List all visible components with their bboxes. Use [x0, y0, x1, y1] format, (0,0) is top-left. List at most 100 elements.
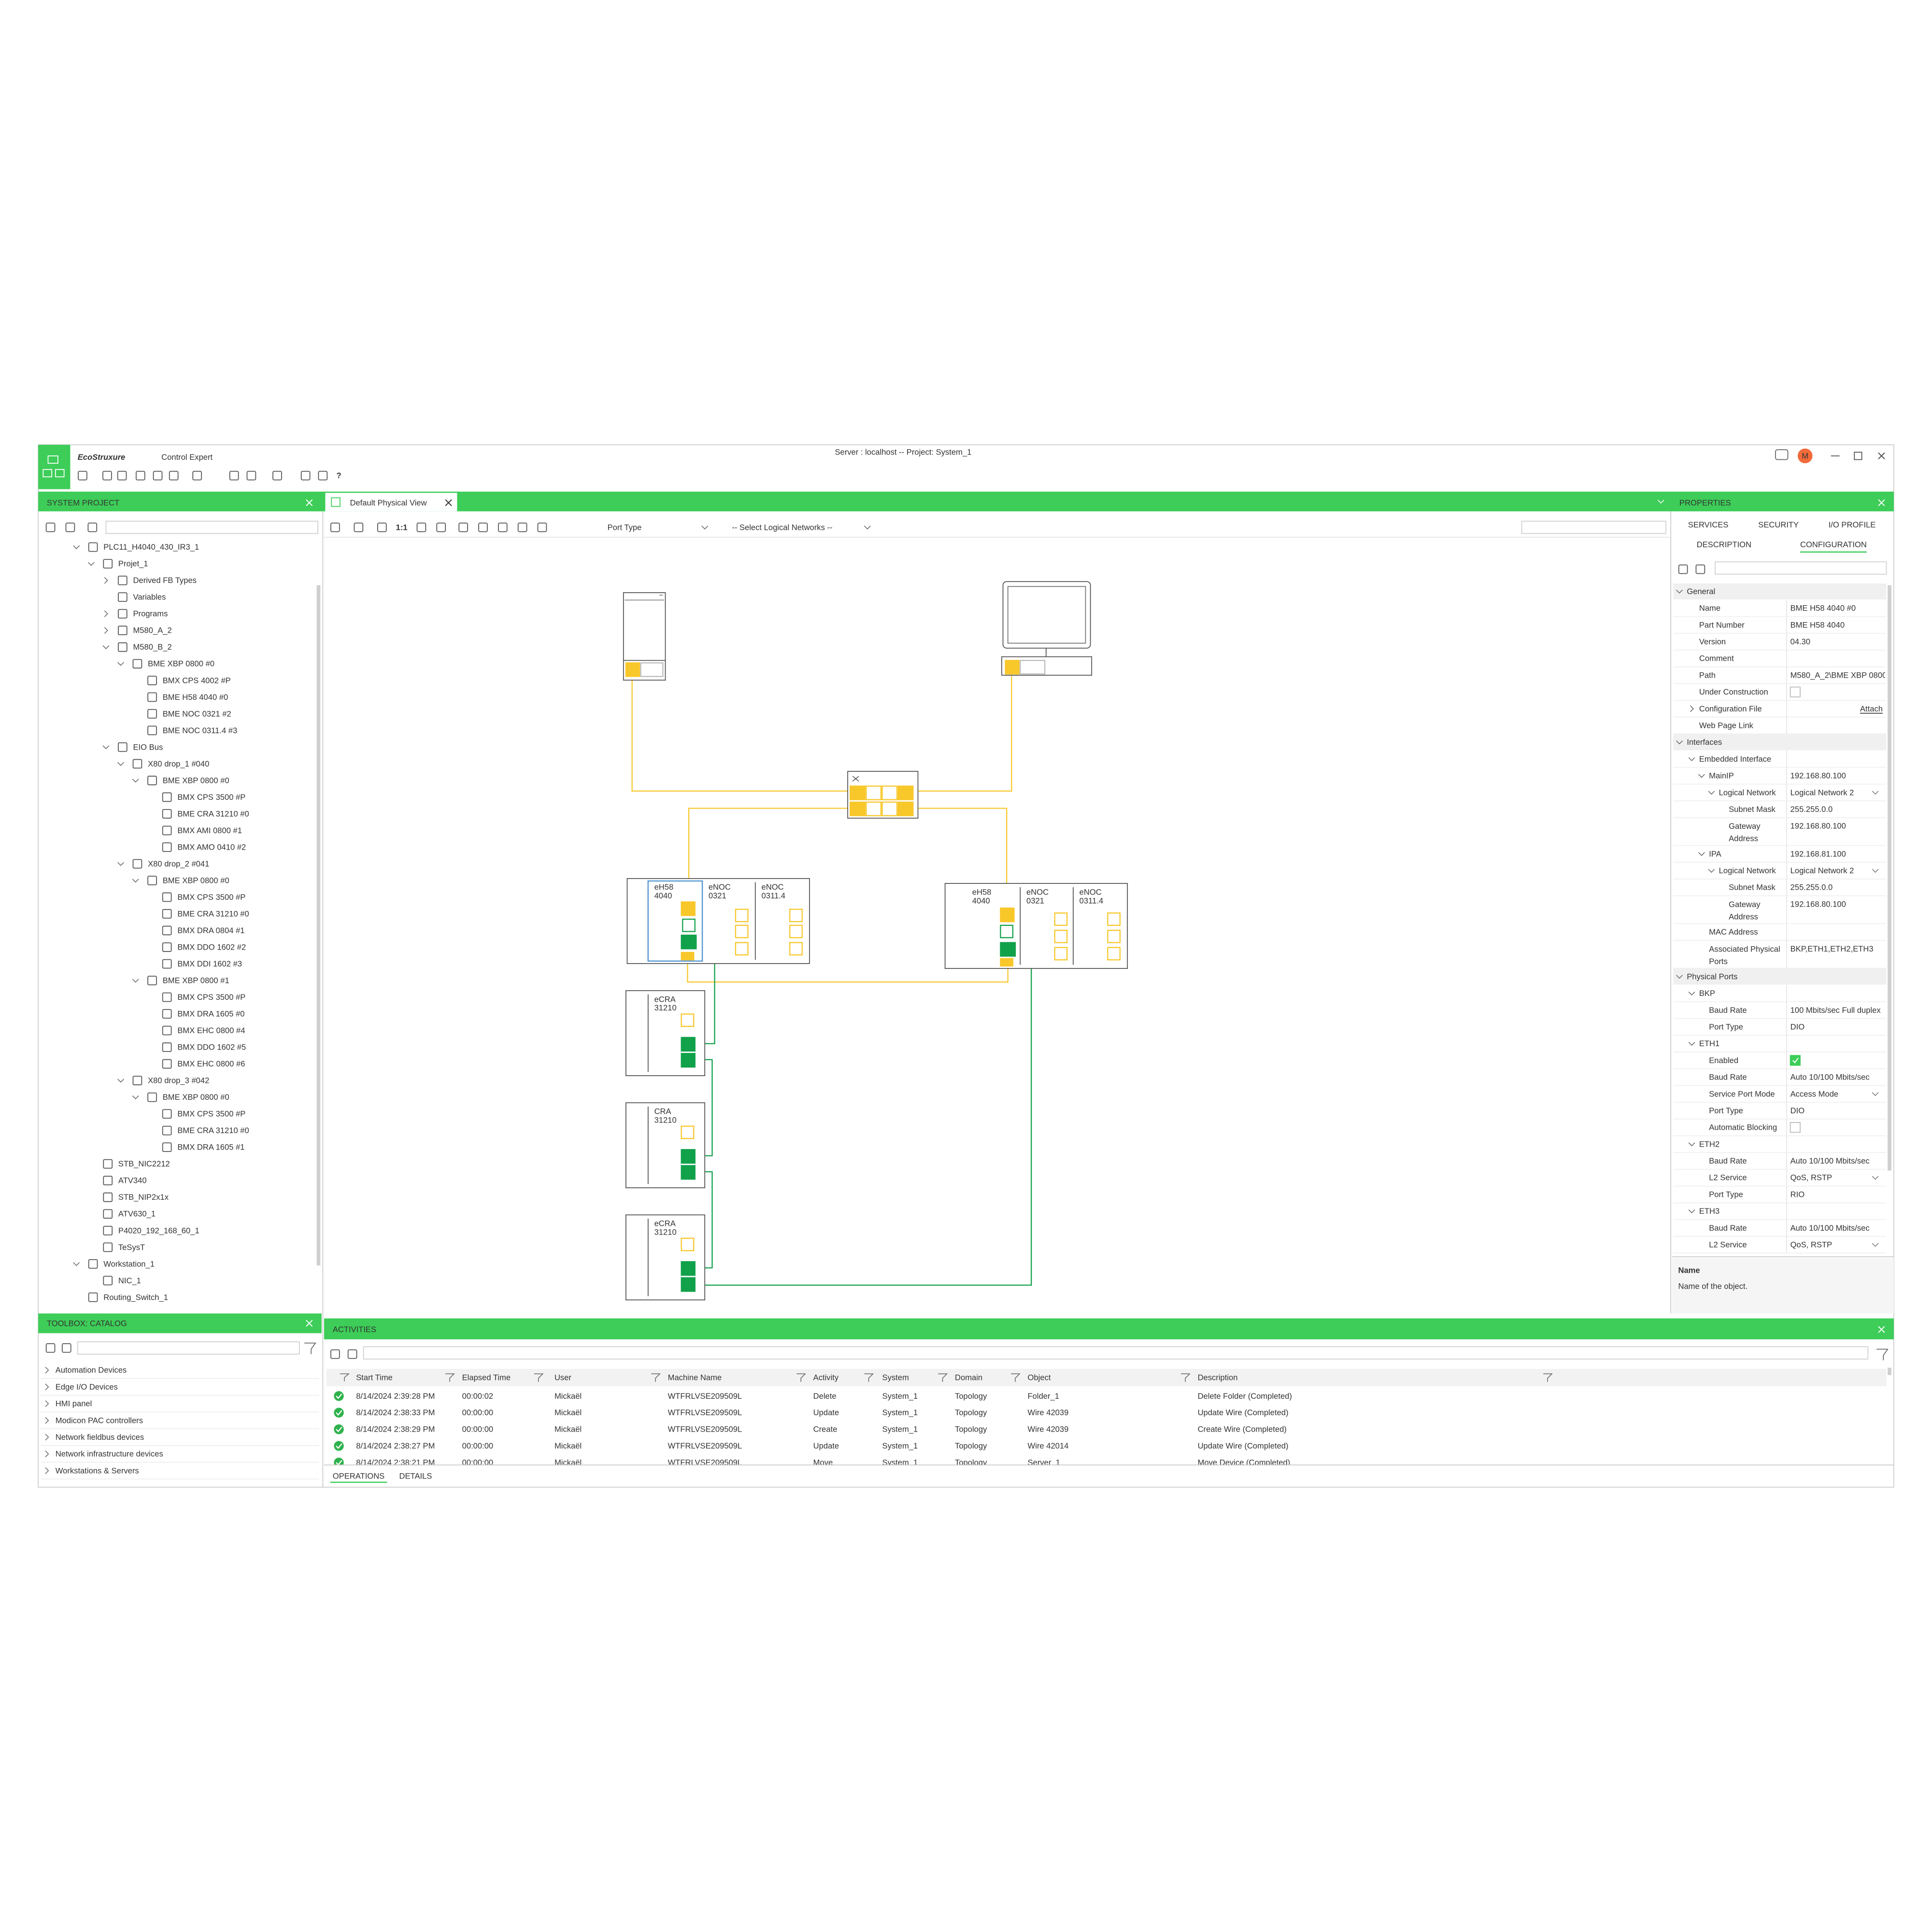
property-value[interactable]: Logical Network 2	[1790, 866, 1854, 875]
tool-icon	[229, 470, 239, 481]
tree-item[interactable]: TeSysT	[118, 1243, 145, 1252]
column-header[interactable]: Elapsed Time	[462, 1373, 511, 1382]
tree-item[interactable]: BME NOC 0321 #2	[163, 709, 231, 718]
tree-item[interactable]: STB_NIP2x1x	[118, 1193, 169, 1202]
tree-item[interactable]: BME XBP 0800 #0	[148, 659, 214, 668]
tree-item[interactable]: P4020_192_168_60_1	[118, 1226, 199, 1235]
property-value[interactable]: Access Mode	[1790, 1089, 1839, 1098]
tree-item[interactable]: BMX EHC 0800 #4	[177, 1026, 245, 1035]
tree-item[interactable]: BMX CPS 3500 #P	[177, 993, 245, 1002]
properties-tab[interactable]: SECURITY	[1758, 520, 1799, 529]
catalog-item[interactable]: Network fieldbus devices	[56, 1433, 144, 1442]
tree-item[interactable]: BMX CPS 4002 #P	[163, 676, 231, 685]
view-tab-label[interactable]: Default Physical View	[350, 498, 427, 507]
checkbox	[1790, 1055, 1801, 1066]
catalog-item[interactable]: Automation Devices	[56, 1365, 127, 1375]
device-label: eH58	[654, 882, 674, 892]
tree-item[interactable]: ATV340	[118, 1176, 147, 1185]
tree-item[interactable]: BMX CPS 3500 #P	[177, 793, 245, 802]
tree-item[interactable]: BME CRA 31210 #0	[177, 809, 249, 818]
tree-item[interactable]: NIC_1	[118, 1276, 141, 1285]
tree-item[interactable]: BME NOC 0311.4 #3	[163, 726, 238, 735]
tree-item[interactable]: BMX DRA 0804 #1	[177, 926, 244, 935]
tree-item[interactable]: M580_A_2	[133, 626, 172, 635]
catalog-item[interactable]: Network infrastructure devices	[56, 1449, 163, 1459]
tree-item[interactable]: Programs	[133, 609, 168, 618]
tool-icon	[169, 470, 179, 481]
property-value: 255.255.0.0	[1790, 883, 1833, 892]
logical-networks-dropdown[interactable]: -- Select Logical Networks --	[732, 523, 832, 532]
tab-icon	[331, 497, 341, 507]
device-label: 0321	[709, 891, 726, 900]
property-value[interactable]: QoS, RSTP	[1790, 1173, 1833, 1182]
column-header[interactable]: Start Time	[356, 1373, 393, 1382]
catalog-item[interactable]: Edge I/O Devices	[56, 1382, 118, 1392]
zoom-reset[interactable]: 1:1	[396, 523, 408, 532]
tree-item[interactable]: BMX AMI 0800 #1	[177, 826, 242, 835]
port-type-dropdown[interactable]: Port Type	[608, 523, 642, 532]
bottom-tab[interactable]: OPERATIONS	[333, 1472, 384, 1481]
bottom-tab[interactable]: DETAILS	[399, 1472, 432, 1481]
tree-icon	[147, 976, 157, 985]
properties-tab[interactable]: I/O PROFILE	[1829, 520, 1876, 529]
tree-item[interactable]: X80 drop_3 #042	[148, 1076, 209, 1085]
attach-link[interactable]: Attach	[1860, 704, 1883, 713]
column-header[interactable]: Activity	[813, 1373, 839, 1382]
tree-item[interactable]: BME CRA 31210 #0	[177, 1126, 249, 1135]
tree-item[interactable]: BME XBP 0800 #1	[163, 976, 229, 985]
properties-tab[interactable]: CONFIGURATION	[1800, 540, 1867, 549]
catalog-item[interactable]: Workstations & Servers	[56, 1466, 139, 1475]
column-header[interactable]: System	[882, 1373, 909, 1382]
column-header[interactable]: Description	[1198, 1373, 1238, 1382]
help-button[interactable]: ?	[336, 471, 341, 480]
table-cell: 8/14/2024 2:38:33 PM	[356, 1408, 435, 1417]
catalog-item[interactable]: HMI panel	[56, 1399, 92, 1408]
tree-item[interactable]: BMX CPS 3500 #P	[177, 1109, 245, 1119]
tree-item[interactable]: PLC11_H4040_430_IR3_1	[103, 542, 199, 552]
tree-item[interactable]: Variables	[133, 593, 166, 602]
tree-item[interactable]: BME XBP 0800 #0	[163, 1093, 229, 1102]
tree-item[interactable]: BMX DRA 1605 #1	[177, 1143, 244, 1152]
property-label: L2 Service	[1709, 1173, 1747, 1182]
column-header[interactable]: Domain	[955, 1373, 982, 1382]
tree-item[interactable]: X80 drop_1 #040	[148, 759, 209, 768]
tool-icon	[272, 470, 282, 481]
tree-item[interactable]: X80 drop_2 #041	[148, 859, 209, 868]
tree-item[interactable]: EIO Bus	[133, 742, 163, 752]
catalog-item[interactable]: Modicon PAC controllers	[56, 1416, 143, 1425]
tree-item[interactable]: BMX DDO 1602 #2	[177, 943, 246, 952]
tree-item[interactable]: BMX DRA 1605 #0	[177, 1009, 244, 1019]
column-header[interactable]: Object	[1028, 1373, 1051, 1382]
tree-item[interactable]: BME CRA 31210 #0	[177, 909, 249, 918]
tree-item[interactable]: BME XBP 0800 #0	[163, 776, 229, 785]
property-label: BKP	[1699, 989, 1715, 998]
tree-item[interactable]: STB_NIC2212	[118, 1159, 170, 1168]
tree-item[interactable]: ATV630_1	[118, 1209, 156, 1219]
tree-item[interactable]: BMX AMO 0410 #2	[177, 842, 246, 852]
tree-item[interactable]: BMX CPS 3500 #P	[177, 893, 245, 902]
tree-item[interactable]: Projet_1	[118, 559, 148, 568]
column-header[interactable]: User	[554, 1373, 571, 1382]
tree-item[interactable]: BME XBP 0800 #0	[163, 876, 229, 885]
property-group: Interfaces	[1687, 738, 1722, 747]
tree-item[interactable]: Derived FB Types	[133, 576, 197, 585]
search-box	[1521, 521, 1666, 534]
tree-item[interactable]: BMX DDI 1602 #3	[177, 959, 242, 968]
table-cell: System_1	[882, 1458, 918, 1467]
column-header[interactable]: Machine Name	[668, 1373, 722, 1382]
property-value[interactable]: Logical Network 2	[1790, 788, 1854, 797]
tree-item[interactable]: BME H58 4040 #0	[163, 693, 228, 702]
property-label: Automatic Blocking	[1709, 1123, 1777, 1132]
chevron-down	[1676, 740, 1683, 745]
tree-item[interactable]: BMX DDO 1602 #5	[177, 1043, 246, 1052]
tree-item[interactable]: M580_B_2	[133, 642, 172, 652]
tree-item[interactable]: BMX EHC 0800 #6	[177, 1059, 245, 1068]
properties-tab[interactable]: SERVICES	[1688, 520, 1729, 529]
tree-item[interactable]: Workstation_1	[103, 1259, 155, 1268]
property-value[interactable]: QoS, RSTP	[1790, 1240, 1833, 1250]
properties-tab[interactable]: DESCRIPTION	[1697, 540, 1751, 549]
tree-item[interactable]: Routing_Switch_1	[103, 1293, 168, 1302]
property-label: Web Page Link	[1699, 721, 1754, 730]
property-label: Embedded Interface	[1699, 754, 1771, 764]
port	[1005, 660, 1020, 675]
